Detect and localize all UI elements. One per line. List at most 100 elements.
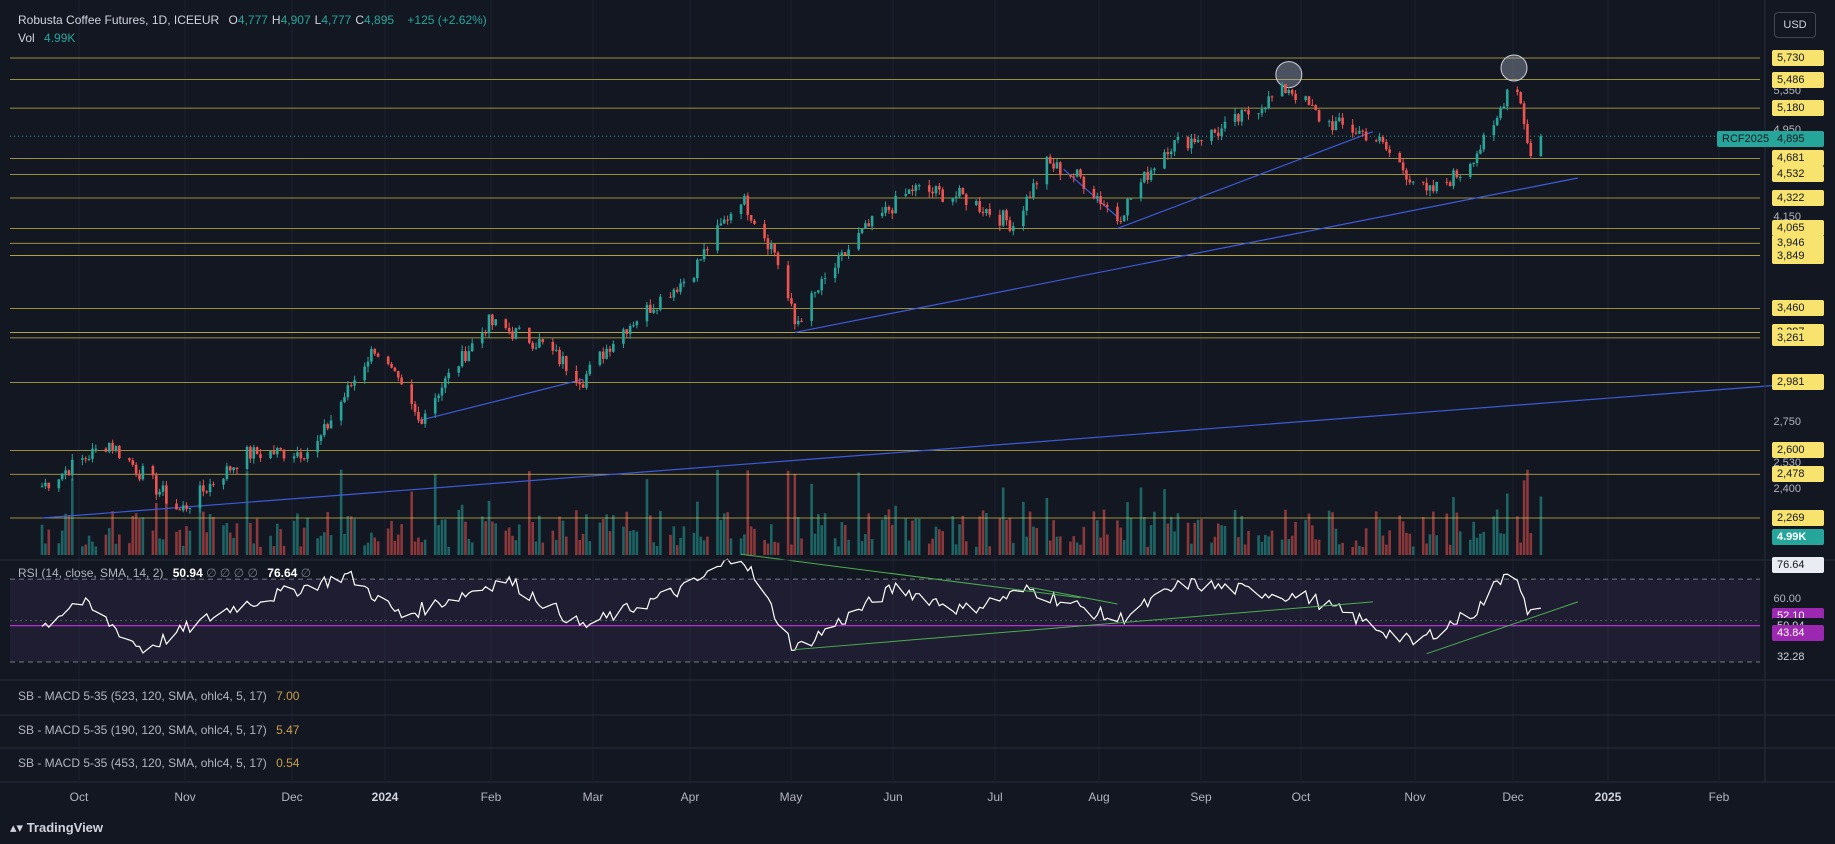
candle-body (1052, 163, 1055, 169)
volume-bar (464, 521, 467, 555)
candle-body (864, 223, 867, 229)
volume-bar (1502, 533, 1506, 555)
volume-bar (1428, 534, 1432, 555)
tradingview-icon: ▴▾ (10, 820, 24, 835)
volume-bar (1492, 516, 1496, 555)
candle-body (1106, 204, 1109, 207)
candle-body (1169, 151, 1173, 155)
volume-bar (1351, 546, 1354, 555)
volume-bar (480, 516, 484, 555)
volume-bar (1334, 528, 1338, 555)
candle-body (1190, 138, 1193, 149)
volume-bar (1469, 539, 1472, 555)
candle-body (107, 442, 111, 452)
candle-body (323, 424, 326, 436)
volume-bar (275, 523, 279, 555)
volume-bar (561, 520, 565, 555)
volume-bar (141, 517, 145, 555)
candle-body (118, 445, 121, 459)
volume-bar (974, 546, 978, 555)
candle-body (763, 223, 766, 239)
candle-body (534, 347, 538, 349)
candle-body (1153, 168, 1156, 171)
volume-bar (1482, 531, 1486, 555)
candle-body (94, 448, 98, 450)
candle-body (188, 507, 192, 510)
price-tick-label: 2,530 (1773, 456, 1801, 469)
candle-body (612, 343, 615, 352)
candle-body (154, 475, 158, 495)
candle-body (507, 327, 511, 332)
candle-body (292, 456, 296, 459)
candle-body (1035, 183, 1039, 185)
volume-bar (941, 531, 944, 555)
volume-bar (444, 519, 447, 555)
volume-bar (682, 526, 686, 555)
candle-body (1445, 181, 1449, 183)
volume-bar (699, 536, 703, 555)
candle-body (820, 279, 824, 291)
candle-body (141, 466, 145, 480)
volume-bar (679, 537, 682, 555)
candle-body (961, 187, 965, 195)
candle-body (484, 332, 487, 334)
candle-body (460, 351, 464, 367)
volume-bar (1173, 531, 1176, 555)
volume-bar (1099, 537, 1102, 555)
volume-bar (433, 473, 437, 555)
time-tick-label: Dec (281, 790, 303, 804)
candle-body (682, 281, 686, 284)
volume-bar (457, 509, 461, 555)
volume-bar (470, 542, 474, 555)
volume-bar (1341, 542, 1344, 555)
currency-button[interactable]: USD (1774, 12, 1816, 38)
volume-bar (118, 534, 121, 555)
volume-bar (282, 545, 286, 555)
candle-body (1432, 185, 1435, 192)
tradingview-logo[interactable]: ▴▾ TradingView (10, 820, 103, 836)
candle-body (175, 503, 178, 510)
candle-body (346, 385, 350, 398)
candle-body (1186, 137, 1190, 149)
candle-body (746, 195, 750, 215)
candle-body (269, 451, 272, 459)
volume-bar (1529, 533, 1533, 555)
volume-bar (1307, 513, 1311, 555)
candle-body (1287, 90, 1291, 94)
candle-body (813, 292, 817, 294)
candle-body (1502, 106, 1506, 109)
volume-bar (1499, 533, 1502, 555)
candle-body (1526, 124, 1529, 143)
volume-bar (1022, 501, 1025, 555)
candle-body (494, 319, 498, 326)
candle-body (558, 349, 561, 365)
symbol-tag-label: RCF2025 (1722, 133, 1770, 145)
volume-bar (299, 546, 303, 555)
volume-bar (1381, 535, 1385, 555)
candle-body (749, 214, 753, 221)
volume-bar (1284, 509, 1287, 555)
rsi-level-tag: 32.28 (1772, 649, 1824, 666)
candle-body (585, 374, 588, 388)
volume-bar (1516, 516, 1519, 555)
volume-bar (1455, 512, 1459, 555)
time-tick-label: Jul (987, 790, 1003, 804)
volume-bar (1425, 543, 1428, 555)
candle-body (541, 339, 545, 342)
volume-bar (917, 518, 921, 555)
candle-body (57, 479, 61, 489)
volume-bar (669, 534, 672, 555)
candle-body (1311, 104, 1314, 106)
volume-bar (860, 541, 864, 555)
candle-body (138, 473, 141, 480)
volume-bar (1143, 517, 1146, 555)
candle-body (1173, 140, 1176, 152)
volume-bar (198, 503, 202, 555)
volume-bar (528, 471, 531, 555)
volume-bar (60, 530, 64, 555)
volume-bar (363, 545, 366, 555)
footer-bar (0, 812, 1835, 844)
volume-bar (1146, 546, 1149, 555)
rsi-trendline (740, 553, 1081, 599)
